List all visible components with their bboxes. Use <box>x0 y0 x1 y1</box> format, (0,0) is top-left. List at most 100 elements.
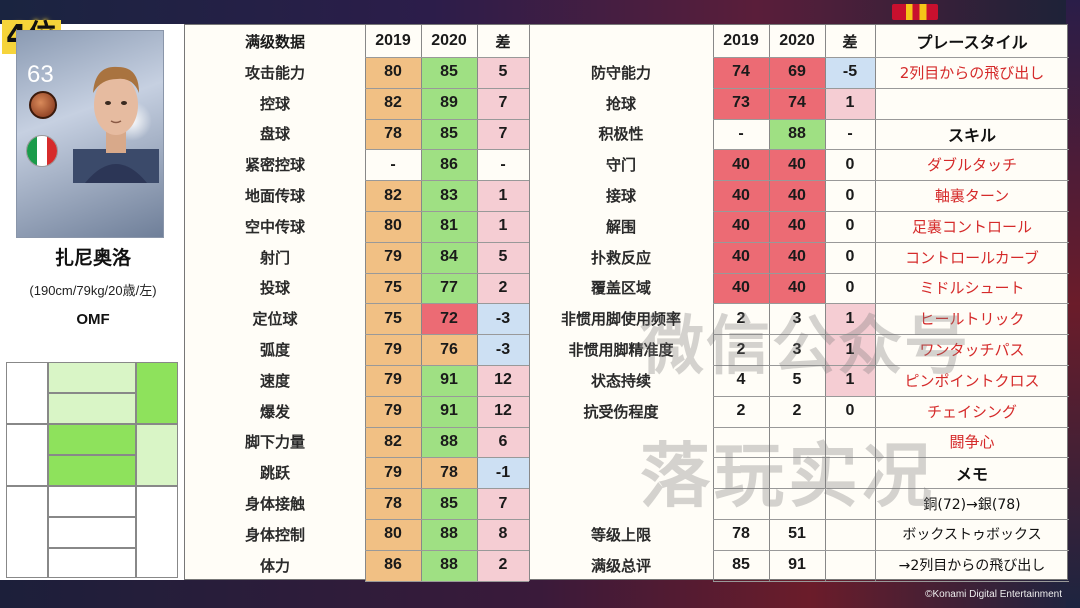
stat-diff: 0 <box>845 217 855 235</box>
summary-2019: 85 <box>732 556 750 574</box>
stat-value-2019: 75 <box>365 272 421 304</box>
stat-diff: 1 <box>825 303 875 335</box>
stat-value-2019: 82 <box>365 180 421 211</box>
stat-diff: 2 <box>477 549 529 581</box>
row-divider <box>713 426 1069 428</box>
skill-item: ダブルタッチ <box>926 156 1017 175</box>
stat-value-2020: 85 <box>421 488 477 519</box>
stat-value-2020: 40 <box>769 272 825 304</box>
stat-diff: 5 <box>477 241 529 273</box>
stat-label: 接球 <box>605 187 636 206</box>
stat-label: 速度 <box>259 371 290 390</box>
stat-label: 脚下力量 <box>244 433 305 452</box>
stat-label: 状态持续 <box>590 371 651 390</box>
row-divider <box>713 211 1069 212</box>
stat-diff: 0 <box>845 402 855 420</box>
stat-label: 积极性 <box>598 125 644 144</box>
club-crest-icon <box>892 4 938 20</box>
playstyle-header: プレースタイル <box>916 33 1028 52</box>
stat-value-2019: 40 <box>713 241 769 273</box>
background-right <box>1066 0 1080 608</box>
stat-value-2020: 2 <box>792 402 802 420</box>
stat-label: 地面传球 <box>244 187 305 206</box>
stat-diff: 6 <box>477 426 529 458</box>
stat-label: 定位球 <box>252 310 298 329</box>
stat-value-2019: 78 <box>365 488 421 519</box>
stat-value-2020: 84 <box>421 241 477 273</box>
stat-value-2019: 75 <box>365 303 421 335</box>
grid-cell <box>6 424 48 486</box>
stat-value-2020: 76 <box>421 334 477 365</box>
stat-label: 攻击能力 <box>244 63 305 82</box>
stat-value-2019: 78 <box>365 118 421 150</box>
row-divider <box>713 303 1069 305</box>
row-divider <box>365 334 529 336</box>
header-2020: 2020 <box>779 32 815 49</box>
row-divider <box>365 488 529 490</box>
skill-item: ピンポイントクロス <box>904 371 1040 390</box>
memo-header: メモ <box>955 464 988 484</box>
row-divider <box>365 272 529 274</box>
stat-label: 非惯用脚使用频率 <box>560 310 681 329</box>
stat-value-2019: 79 <box>365 365 421 396</box>
copyright-text: ©Konami Digital Entertainment <box>925 589 1062 600</box>
stat-value-2020: 78 <box>421 457 477 489</box>
stat-value-2020: 86 <box>421 149 477 181</box>
row-divider <box>365 457 529 459</box>
row-divider <box>365 118 529 120</box>
row-divider <box>365 180 529 182</box>
stat-value-2019: 79 <box>365 457 421 489</box>
row-divider <box>713 488 1069 490</box>
stat-diff: 7 <box>477 118 529 150</box>
stat-value-2019: 82 <box>365 426 421 458</box>
stat-label: 射门 <box>259 248 290 267</box>
stat-value-2020: 3 <box>792 340 802 358</box>
stat-label: 身体控制 <box>244 525 305 544</box>
stat-value-2020: 40 <box>769 211 825 242</box>
grid-cell <box>48 393 136 424</box>
stat-label: 体力 <box>259 556 290 575</box>
stat-label: 投球 <box>259 279 290 298</box>
stat-label: 身体接触 <box>244 495 305 514</box>
stat-label: 抗受伤程度 <box>583 402 659 421</box>
stat-value-2020: 85 <box>421 57 477 88</box>
grid-cell <box>48 362 136 393</box>
column-divider <box>477 25 478 581</box>
grid-cell <box>6 486 48 578</box>
stat-value-2019: 40 <box>713 272 769 304</box>
stat-value-2020: 40 <box>769 180 825 211</box>
stat-diff: 0 <box>845 155 855 173</box>
playstyle-value: 2列目からの飛び出し <box>899 63 1045 82</box>
row-divider <box>365 426 529 428</box>
column-divider <box>875 25 876 581</box>
grid-cell <box>48 424 136 455</box>
row-divider <box>713 87 1069 89</box>
summary-label: 满级总评 <box>590 556 651 575</box>
row-divider <box>713 149 1069 151</box>
stat-diff: 0 <box>845 278 855 296</box>
stat-label: 跳跃 <box>259 464 290 483</box>
skill-item: 軸裏ターン <box>934 187 1010 206</box>
stat-value-2019: 2 <box>736 340 746 358</box>
row-divider <box>713 241 1069 243</box>
grid-cell <box>48 548 136 578</box>
stat-label: 控球 <box>259 94 290 113</box>
stat-value-2020: 85 <box>421 118 477 150</box>
stat-label: 扑救反应 <box>590 248 651 267</box>
stat-diff: 8 <box>477 519 529 550</box>
skill-item: コントロールカーブ <box>905 248 1039 267</box>
stat-label: 紧密控球 <box>244 156 305 175</box>
grid-cell <box>48 486 136 517</box>
stat-value-2019: 80 <box>365 57 421 88</box>
background-bottom <box>0 580 1080 608</box>
stat-diff: 0 <box>845 248 855 266</box>
stat-value-2019: 80 <box>365 211 421 242</box>
skill-header: スキル <box>947 125 996 145</box>
row-divider <box>713 457 1069 459</box>
stat-value-2019: 40 <box>713 211 769 242</box>
stat-diff: -3 <box>477 303 529 335</box>
header-2019: 2019 <box>723 32 759 49</box>
skill-item: ワンタッチパス <box>919 341 1025 360</box>
stat-diff: 12 <box>477 395 529 427</box>
stat-value-2019: 82 <box>365 87 421 119</box>
